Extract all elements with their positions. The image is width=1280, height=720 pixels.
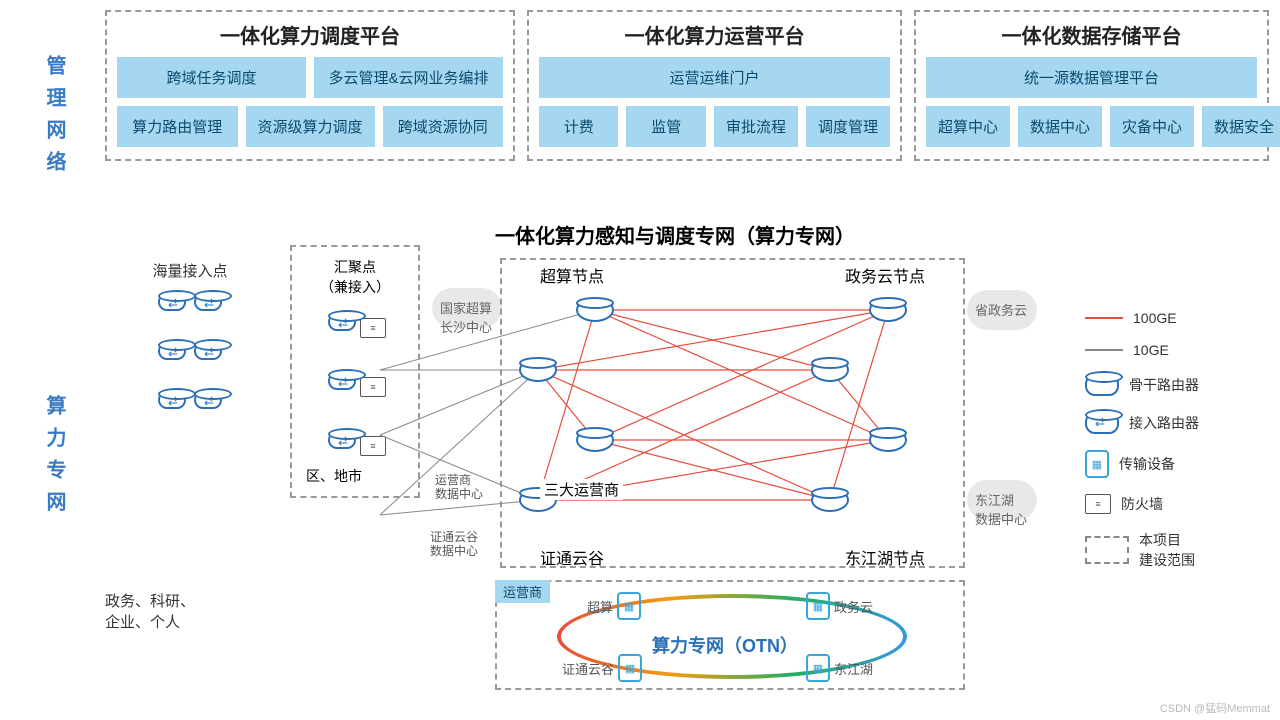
otn-node-tr: ▦政务云 <box>806 592 873 620</box>
legend-label: 接入路由器 <box>1129 413 1199 433</box>
transport-device-icon: ▦ <box>806 654 830 682</box>
carrier-label: 三大运营商 <box>540 479 623 500</box>
legend-label: 传输设备 <box>1119 454 1175 474</box>
legend: 100GE 10GE 骨干路由器 接入路由器 ▦ 传输设备 ≡ 防火墙 本项目建设范… <box>1085 310 1260 586</box>
firewall-icon: ≡ <box>1085 494 1111 514</box>
transport-device-icon: ▦ <box>1085 450 1109 478</box>
legend-label: 本项目建设范围 <box>1139 530 1195 570</box>
watermark: CSDN @猛码Memmat <box>1160 700 1270 716</box>
legend-label: 10GE <box>1133 342 1169 358</box>
access-router-icon <box>1085 412 1119 434</box>
legend-label: 100GE <box>1133 310 1177 326</box>
legend-swatch-10ge <box>1085 349 1123 351</box>
otn-box: 运营商 算力专网（OTN） 超算▦ ▦政务云 证通云谷▦ ▦东江湖 <box>495 580 965 690</box>
legend-swatch-100ge <box>1085 317 1123 319</box>
transport-device-icon: ▦ <box>806 592 830 620</box>
legend-label: 骨干路由器 <box>1129 375 1199 395</box>
transport-device-icon: ▦ <box>617 592 641 620</box>
otn-node-br: ▦东江湖 <box>806 654 873 682</box>
transport-device-icon: ▦ <box>618 654 642 682</box>
legend-dashed-icon <box>1085 536 1129 564</box>
otn-node-tl: 超算▦ <box>587 592 641 620</box>
otn-node-bl: 证通云谷▦ <box>562 654 642 682</box>
backbone-router-icon <box>1085 374 1119 396</box>
legend-label: 防火墙 <box>1121 494 1163 514</box>
otn-tag: 运营商 <box>495 580 550 603</box>
otn-title: 算力专网（OTN） <box>652 632 798 658</box>
